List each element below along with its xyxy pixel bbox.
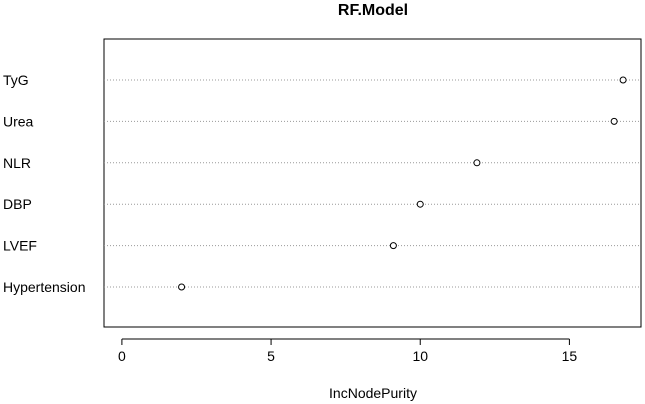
data-point-lvef bbox=[389, 242, 397, 250]
row-label-urea: Urea bbox=[3, 113, 34, 129]
data-point-hypertension bbox=[178, 283, 186, 291]
chart-title: RF.Model bbox=[338, 2, 408, 19]
x-tick-label-0: 0 bbox=[118, 348, 126, 364]
plot-frame bbox=[103, 38, 642, 328]
row-label-nlr: NLR bbox=[3, 155, 31, 171]
data-point-nlr bbox=[473, 159, 481, 167]
x-tick-label-15: 15 bbox=[562, 348, 578, 364]
data-point-tyg bbox=[619, 76, 627, 84]
x-axis: 0 5 10 15 bbox=[118, 338, 578, 364]
row-labels: TyG Urea NLR DBP LVEF Hypertension bbox=[3, 72, 86, 295]
row-label-lvef: LVEF bbox=[3, 238, 37, 254]
data-points bbox=[178, 76, 627, 291]
grid-lines bbox=[104, 79, 641, 288]
row-label-tyg: TyG bbox=[3, 72, 29, 88]
x-tick-label-5: 5 bbox=[267, 348, 275, 364]
x-tick-label-10: 10 bbox=[412, 348, 428, 364]
x-axis-label: IncNodePurity bbox=[329, 385, 417, 401]
data-point-dbp bbox=[416, 200, 424, 208]
row-label-hypertension: Hypertension bbox=[3, 279, 86, 295]
row-label-dbp: DBP bbox=[3, 196, 32, 212]
data-point-urea bbox=[610, 117, 618, 125]
